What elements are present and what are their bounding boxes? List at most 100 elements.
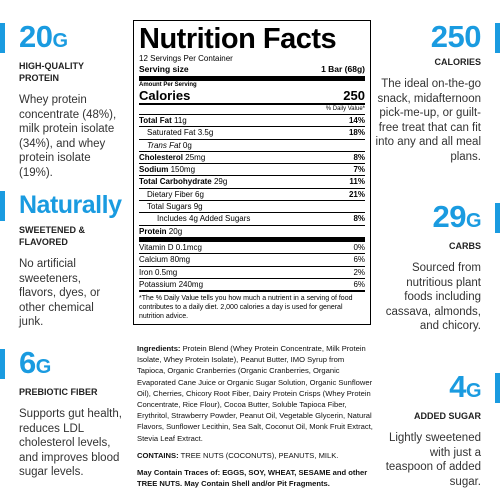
feature-title: HIGH-QUALITY PROTEIN	[19, 61, 84, 83]
nutrient-amount: 11g	[173, 116, 187, 125]
nutrient-dv: 8%	[353, 152, 365, 162]
nutrient-row: Dietary Fiber 6g 21%	[139, 187, 365, 200]
vitamin-row: Calcium 80mg 6%	[139, 253, 365, 265]
serving-size: 1 Bar (68g)	[321, 64, 365, 74]
nutrient-row: Protein 20g	[139, 224, 365, 237]
accent-bar	[0, 191, 5, 221]
nutrient-name: Dietary Fiber	[147, 189, 193, 199]
vitamin-row: Vitamin D 0.1mcg 0%	[139, 236, 365, 253]
nutrient-amount: 29g	[213, 177, 228, 187]
vitamin-name: Iron 0.5mg	[139, 267, 178, 277]
nutrient-name: Sodium	[139, 165, 169, 175]
value: 4	[449, 369, 466, 404]
feature-value: 29G	[385, 200, 500, 238]
accent-bar	[495, 203, 500, 233]
calories-label: Calories	[139, 88, 191, 103]
feature-title: SWEETENED & FLAVORED	[19, 225, 86, 247]
value: 20	[19, 19, 53, 54]
nutrient-amount: 3.5g	[197, 128, 214, 138]
accent-bar	[0, 23, 5, 53]
feature-text: The ideal on-the-go snack, midafternoon …	[375, 78, 481, 163]
feature-text: Supports gut health, reduces LDL cholest…	[19, 408, 122, 478]
feature-title: PREBIOTIC FIBER	[19, 387, 98, 397]
label-title: Nutrition Facts	[139, 23, 337, 55]
feature-text: Whey protein concentrate (48%), milk pro…	[19, 94, 117, 179]
nutrient-dv: 11%	[349, 177, 365, 187]
feature-value: Naturally	[19, 191, 122, 219]
feature: 20G HIGH-QUALITY PROTEIN Whey protein co…	[0, 20, 120, 180]
unit: G	[465, 380, 482, 402]
nutrient-name: Total Sugars	[147, 202, 192, 212]
calories: 250	[343, 88, 365, 103]
servings: 12 Servings Per Container	[139, 54, 233, 63]
feature: 250 CALORIES The ideal on-the-go snack, …	[375, 20, 500, 164]
nutrient-amount: 150mg	[170, 165, 196, 175]
feature-value: 20G	[0, 20, 120, 58]
nutrient-row: Total Sugars 9g	[139, 200, 365, 212]
unit: G	[52, 30, 68, 52]
vitamin-dv: 6%	[353, 255, 365, 265]
feature-title: CALORIES	[434, 57, 481, 67]
vitamin-dv: 0%	[353, 242, 365, 252]
dv-header: % Daily Value*	[139, 103, 365, 114]
ingredients-text: Protein Blend (Whey Protein Concentrate,…	[137, 344, 373, 443]
footnote: *The % Daily Value tells you how much a …	[139, 290, 365, 321]
may-contain: May Contain Traces of: EGGS, SOY, WHEAT,…	[137, 468, 368, 489]
accent-bar	[0, 349, 5, 379]
vitamin-name: Potassium 240mg	[139, 279, 204, 289]
nutrient-amount: 25mg	[185, 152, 206, 162]
nutrition-label: Nutrition Facts 12 Servings Per Containe…	[133, 20, 371, 325]
accent-bar	[495, 23, 500, 53]
contains-label: CONTAINS:	[137, 450, 179, 460]
nutrient-amount: 9g	[193, 202, 203, 212]
ingredients: Ingredients: Protein Blend (Whey Protein…	[137, 343, 373, 495]
nutrient-row: Total Carbohydrate 29g 11%	[139, 175, 365, 187]
nutrient-name: Total Fat	[139, 116, 172, 125]
feature-text: No artificial sweeteners, flavors, dyes,…	[19, 258, 101, 328]
nutrient-name: Trans Fat	[147, 140, 181, 150]
vitamin-name: Calcium 80mg	[139, 255, 191, 265]
feature: 6G PREBIOTIC FIBER Supports gut health, …	[0, 346, 123, 480]
nutrient-row: Trans Fat 0g	[139, 138, 365, 151]
nutrient-amount: 6g	[195, 189, 204, 199]
unit: G	[465, 210, 482, 232]
vitamin-dv: 2%	[353, 267, 365, 277]
nutrient-row: Includes 4g Added Sugars 8%	[139, 212, 365, 224]
unit: G	[35, 356, 52, 378]
feature-text: Lightly sweetened with just a teaspoon o…	[385, 432, 481, 488]
nutrient-row: Saturated Fat 3.5g 18%	[139, 126, 365, 138]
nutrient-dv: 18%	[348, 128, 365, 138]
nutrient-name: Total Carbohydrate	[139, 177, 212, 187]
feature: 29G CARBS Sourced from nutritious plant …	[385, 200, 500, 334]
feature-value: 250	[430, 19, 482, 54]
serving-size-label: Serving size	[139, 64, 189, 74]
nutrient-amount: 20g	[168, 226, 183, 236]
vitamin-row: Iron 0.5mg 2%	[139, 265, 365, 278]
feature-text: Sourced from nutritious plant foods incl…	[385, 262, 481, 332]
nutrient-row: Sodium 150mg 7%	[139, 163, 365, 175]
feature-value: 6G	[0, 346, 123, 384]
value: 6	[19, 345, 36, 380]
feature-title: CARBS	[448, 241, 481, 251]
vitamin-dv: 6%	[353, 279, 365, 289]
accent-bar	[495, 373, 500, 403]
nutrient-amount: 0g	[182, 140, 192, 150]
feature: 4G ADDED SUGAR Lightly sweetened with ju…	[382, 370, 500, 489]
contains-text: TREE NUTS (COCONUTS), PEANUTS, MILK.	[180, 450, 339, 460]
nutrient-dv: 8%	[353, 214, 365, 224]
feature: Naturally SWEETENED & FLAVORED No artifi…	[0, 188, 122, 330]
nutrient-name: Protein	[139, 226, 167, 236]
feature-title: ADDED SUGAR	[413, 411, 481, 421]
vitamin-row: Potassium 240mg 6%	[139, 277, 365, 290]
nutrient-row: Total Fat 11g 14%	[139, 114, 365, 126]
value: 29	[432, 199, 466, 234]
amount-per-serving: Amount Per Serving	[139, 76, 365, 89]
vitamin-name: Vitamin D 0.1mcg	[139, 242, 202, 252]
calories-row: Calories 250	[139, 89, 365, 103]
feature-value: 4G	[382, 370, 500, 408]
nutrient-dv: 14%	[348, 116, 365, 125]
ingredients-label: Ingredients:	[137, 344, 181, 353]
serving-size-row: Serving size 1 Bar (68g)	[139, 64, 365, 74]
nutrient-name: Includes 4g Added Sugars	[157, 214, 251, 224]
